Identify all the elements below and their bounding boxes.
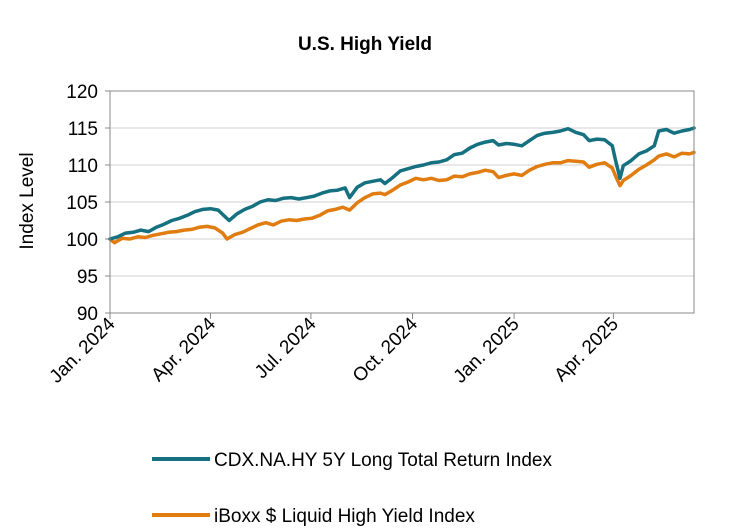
x-axis-ticks: Jan. 2024 Apr. 2024 Jul. 2024 Oct. 2024 Jan.…: [46, 313, 623, 388]
legend-label: CDX.NA.HY 5Y Long Total Return Index: [214, 450, 552, 471]
y-tick-label: 105: [66, 193, 98, 214]
series-lines: [108, 126, 696, 245]
x-tick-label: Jul. 2024: [251, 313, 321, 383]
y-tick-label: 100: [66, 230, 98, 251]
x-tick-label: Oct. 2024: [349, 313, 422, 386]
x-tick-label: Apr. 2024: [148, 313, 221, 386]
y-tick-label: 115: [68, 119, 98, 140]
legend-label: iBoxx $ Liquid High Yield Index: [214, 506, 475, 527]
x-tick-label: Apr. 2025: [551, 314, 623, 386]
y-tick-label: 120: [66, 82, 98, 103]
legend: CDX.NA.HY 5Y Long Total Return Index iBox…: [152, 450, 552, 527]
x-tick-label: Jan. 2025: [450, 314, 524, 388]
series-line: [108, 150, 696, 245]
y-tick-label: 90: [77, 304, 98, 325]
series-line: [108, 126, 696, 241]
plot-frame: [109, 90, 695, 314]
y-tick-label: 95: [77, 267, 98, 288]
grid-lines: [110, 127, 694, 277]
y-axis-label: Index Level: [17, 152, 38, 249]
chart-title: U.S. High Yield: [298, 34, 432, 55]
y-axis-ticks: 90 95 100 105 110 115 120: [66, 82, 110, 325]
y-tick-label: 110: [68, 156, 98, 177]
